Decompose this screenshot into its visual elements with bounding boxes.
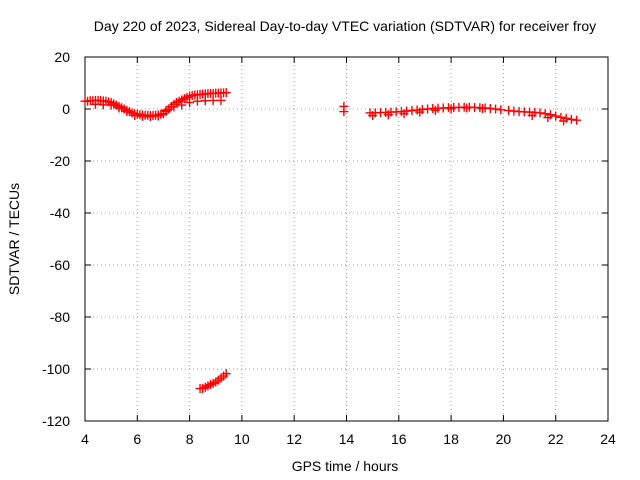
y-tick-label: 0	[62, 101, 70, 117]
data-point	[114, 103, 124, 113]
y-axis-label: SDTVAR / TECUs	[6, 183, 22, 295]
data-point	[572, 115, 582, 125]
x-tick-label: 22	[548, 431, 564, 447]
data-point	[477, 103, 487, 113]
y-tick-label: -20	[50, 153, 70, 169]
data-point	[446, 104, 456, 114]
data-point	[200, 96, 210, 106]
data-point	[399, 109, 409, 119]
data-point	[551, 111, 561, 121]
data-point	[496, 105, 506, 115]
data-point	[566, 114, 576, 124]
data-point	[339, 107, 349, 117]
data-point	[145, 112, 155, 122]
data-point	[192, 96, 202, 106]
data-point	[90, 99, 100, 109]
x-tick-label: 8	[186, 431, 194, 447]
data-point	[491, 104, 501, 114]
data-point	[153, 111, 163, 121]
y-tick-label: -60	[50, 257, 70, 273]
x-tick-label: 16	[391, 431, 407, 447]
data-point	[185, 98, 195, 107]
chart-title: Day 220 of 2023, Sidereal Day-to-day VTE…	[94, 18, 596, 34]
axis-ticks: 4 6 8 10 12 14 16 18 20 22 24 20 0 -20 -40 -60 -80 -100 -1…	[42, 49, 616, 447]
y-tick-label: -80	[50, 309, 70, 325]
y-tick-label: 20	[54, 49, 70, 65]
data-point	[106, 100, 116, 110]
data-point	[559, 116, 569, 126]
data-point	[130, 111, 140, 120]
data-point	[161, 105, 171, 115]
data-point	[543, 113, 553, 123]
data-point	[122, 107, 132, 117]
x-tick-label: 12	[286, 431, 302, 447]
x-tick-label: 4	[81, 431, 89, 447]
data-point	[430, 105, 440, 115]
data-point	[383, 110, 393, 120]
x-tick-label: 24	[600, 431, 616, 447]
x-tick-label: 6	[133, 431, 141, 447]
data-point	[415, 107, 425, 117]
data-point	[462, 103, 472, 113]
x-tick-label: 18	[443, 431, 459, 447]
data-point	[527, 111, 537, 120]
data-point	[98, 100, 108, 110]
x-tick-label: 10	[234, 431, 250, 447]
x-axis-label: GPS time / hours	[292, 458, 399, 474]
x-tick-label: 20	[496, 431, 512, 447]
data-point	[216, 95, 226, 105]
data-point	[535, 108, 545, 118]
data-point	[221, 369, 231, 379]
data-point	[169, 102, 179, 112]
data-point	[177, 100, 187, 110]
x-tick-label: 14	[339, 431, 355, 447]
y-tick-label: -120	[42, 413, 70, 429]
data-point	[221, 88, 231, 98]
data-points	[80, 88, 582, 393]
y-tick-label: -40	[50, 205, 70, 221]
data-point	[138, 111, 148, 121]
data-point	[368, 111, 378, 120]
y-tick-label: -100	[42, 361, 70, 377]
data-point	[208, 95, 218, 105]
